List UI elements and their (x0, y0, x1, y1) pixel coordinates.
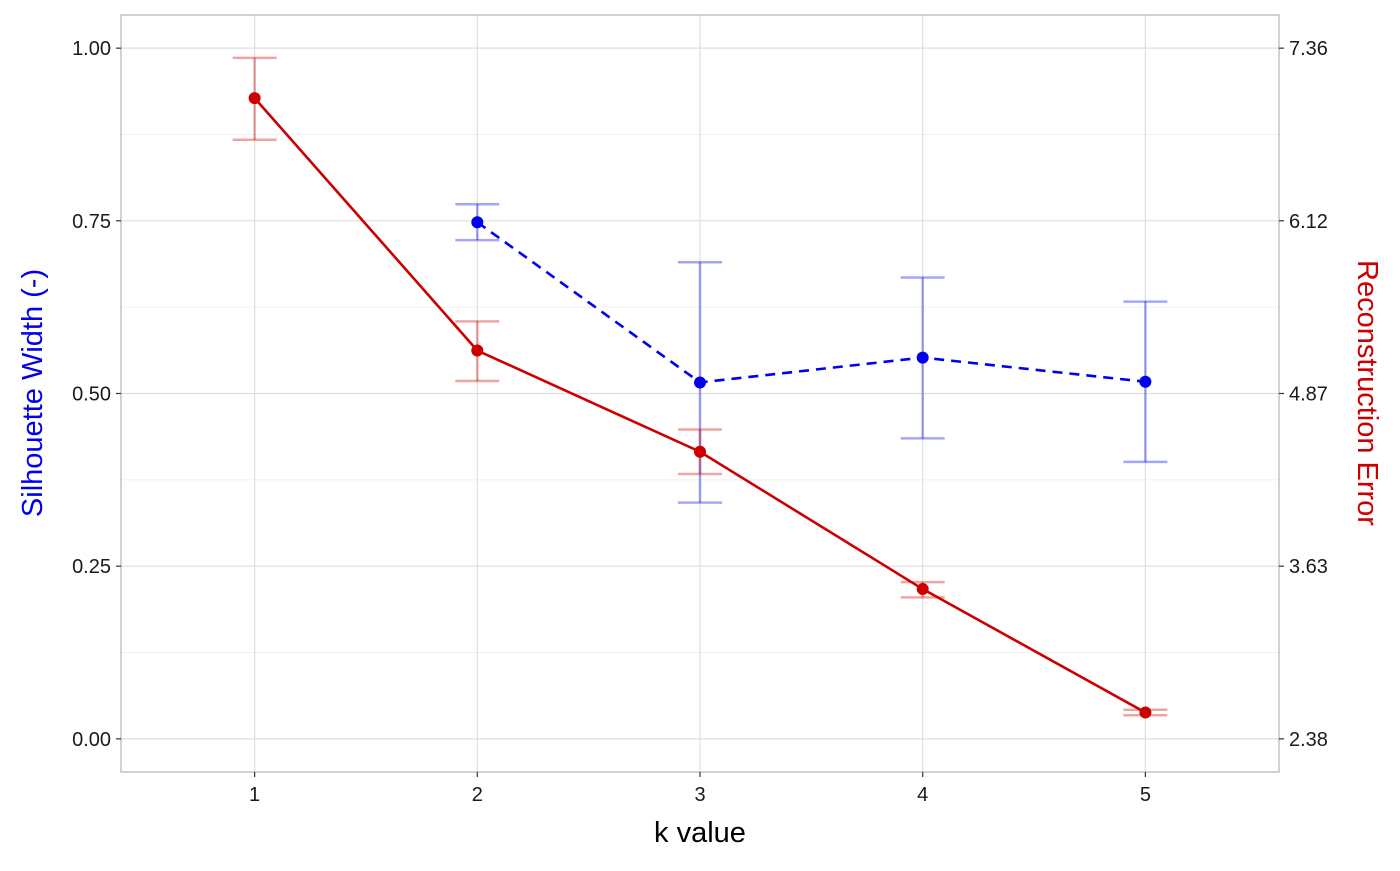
reconstruction-point (248, 92, 261, 105)
y-tick-label: 0.00 (72, 729, 111, 751)
reconstruction-point (471, 344, 484, 357)
x-tick-label: 4 (917, 784, 928, 806)
y-tick-label: 0.25 (72, 556, 111, 578)
reconstruction-point (694, 445, 706, 458)
grid (121, 15, 1279, 772)
y-axis-label-left: Silhouette Width (-) (17, 269, 49, 517)
y-right-tick-label: 6.12 (1289, 211, 1328, 233)
reconstruction-point (916, 583, 929, 596)
tick-labels: 0.00 2.38 0.25 3.63 0.50 4.87 0.75 6.12 1.00 7.36… (72, 38, 1328, 806)
y-right-tick-label: 4.87 (1289, 384, 1328, 406)
x-tick-label: 1 (249, 784, 260, 806)
series-layer (232, 56, 1168, 719)
y-right-tick-label: 2.38 (1289, 729, 1328, 751)
silhouette-point (471, 216, 484, 229)
silhouette-line (476, 221, 1146, 384)
y-axis-label-right: Reconstruction Error (1351, 260, 1383, 526)
silhouette-point (916, 351, 929, 364)
silhouette-point (694, 376, 706, 389)
y-tick-label: 1.00 (72, 38, 111, 60)
silhouette-point (1139, 375, 1152, 388)
x-tick-label: 2 (472, 784, 483, 806)
reconstruction-point (1139, 706, 1152, 719)
y-tick-label: 0.75 (72, 211, 111, 233)
y-tick-label: 0.50 (72, 384, 111, 406)
y-right-tick-label: 3.63 (1289, 556, 1328, 578)
x-tick-label: 5 (1140, 784, 1151, 806)
y-right-tick-label: 7.36 (1289, 38, 1328, 60)
x-tick-label: 3 (694, 784, 705, 806)
x-axis-label: k value (654, 817, 746, 849)
